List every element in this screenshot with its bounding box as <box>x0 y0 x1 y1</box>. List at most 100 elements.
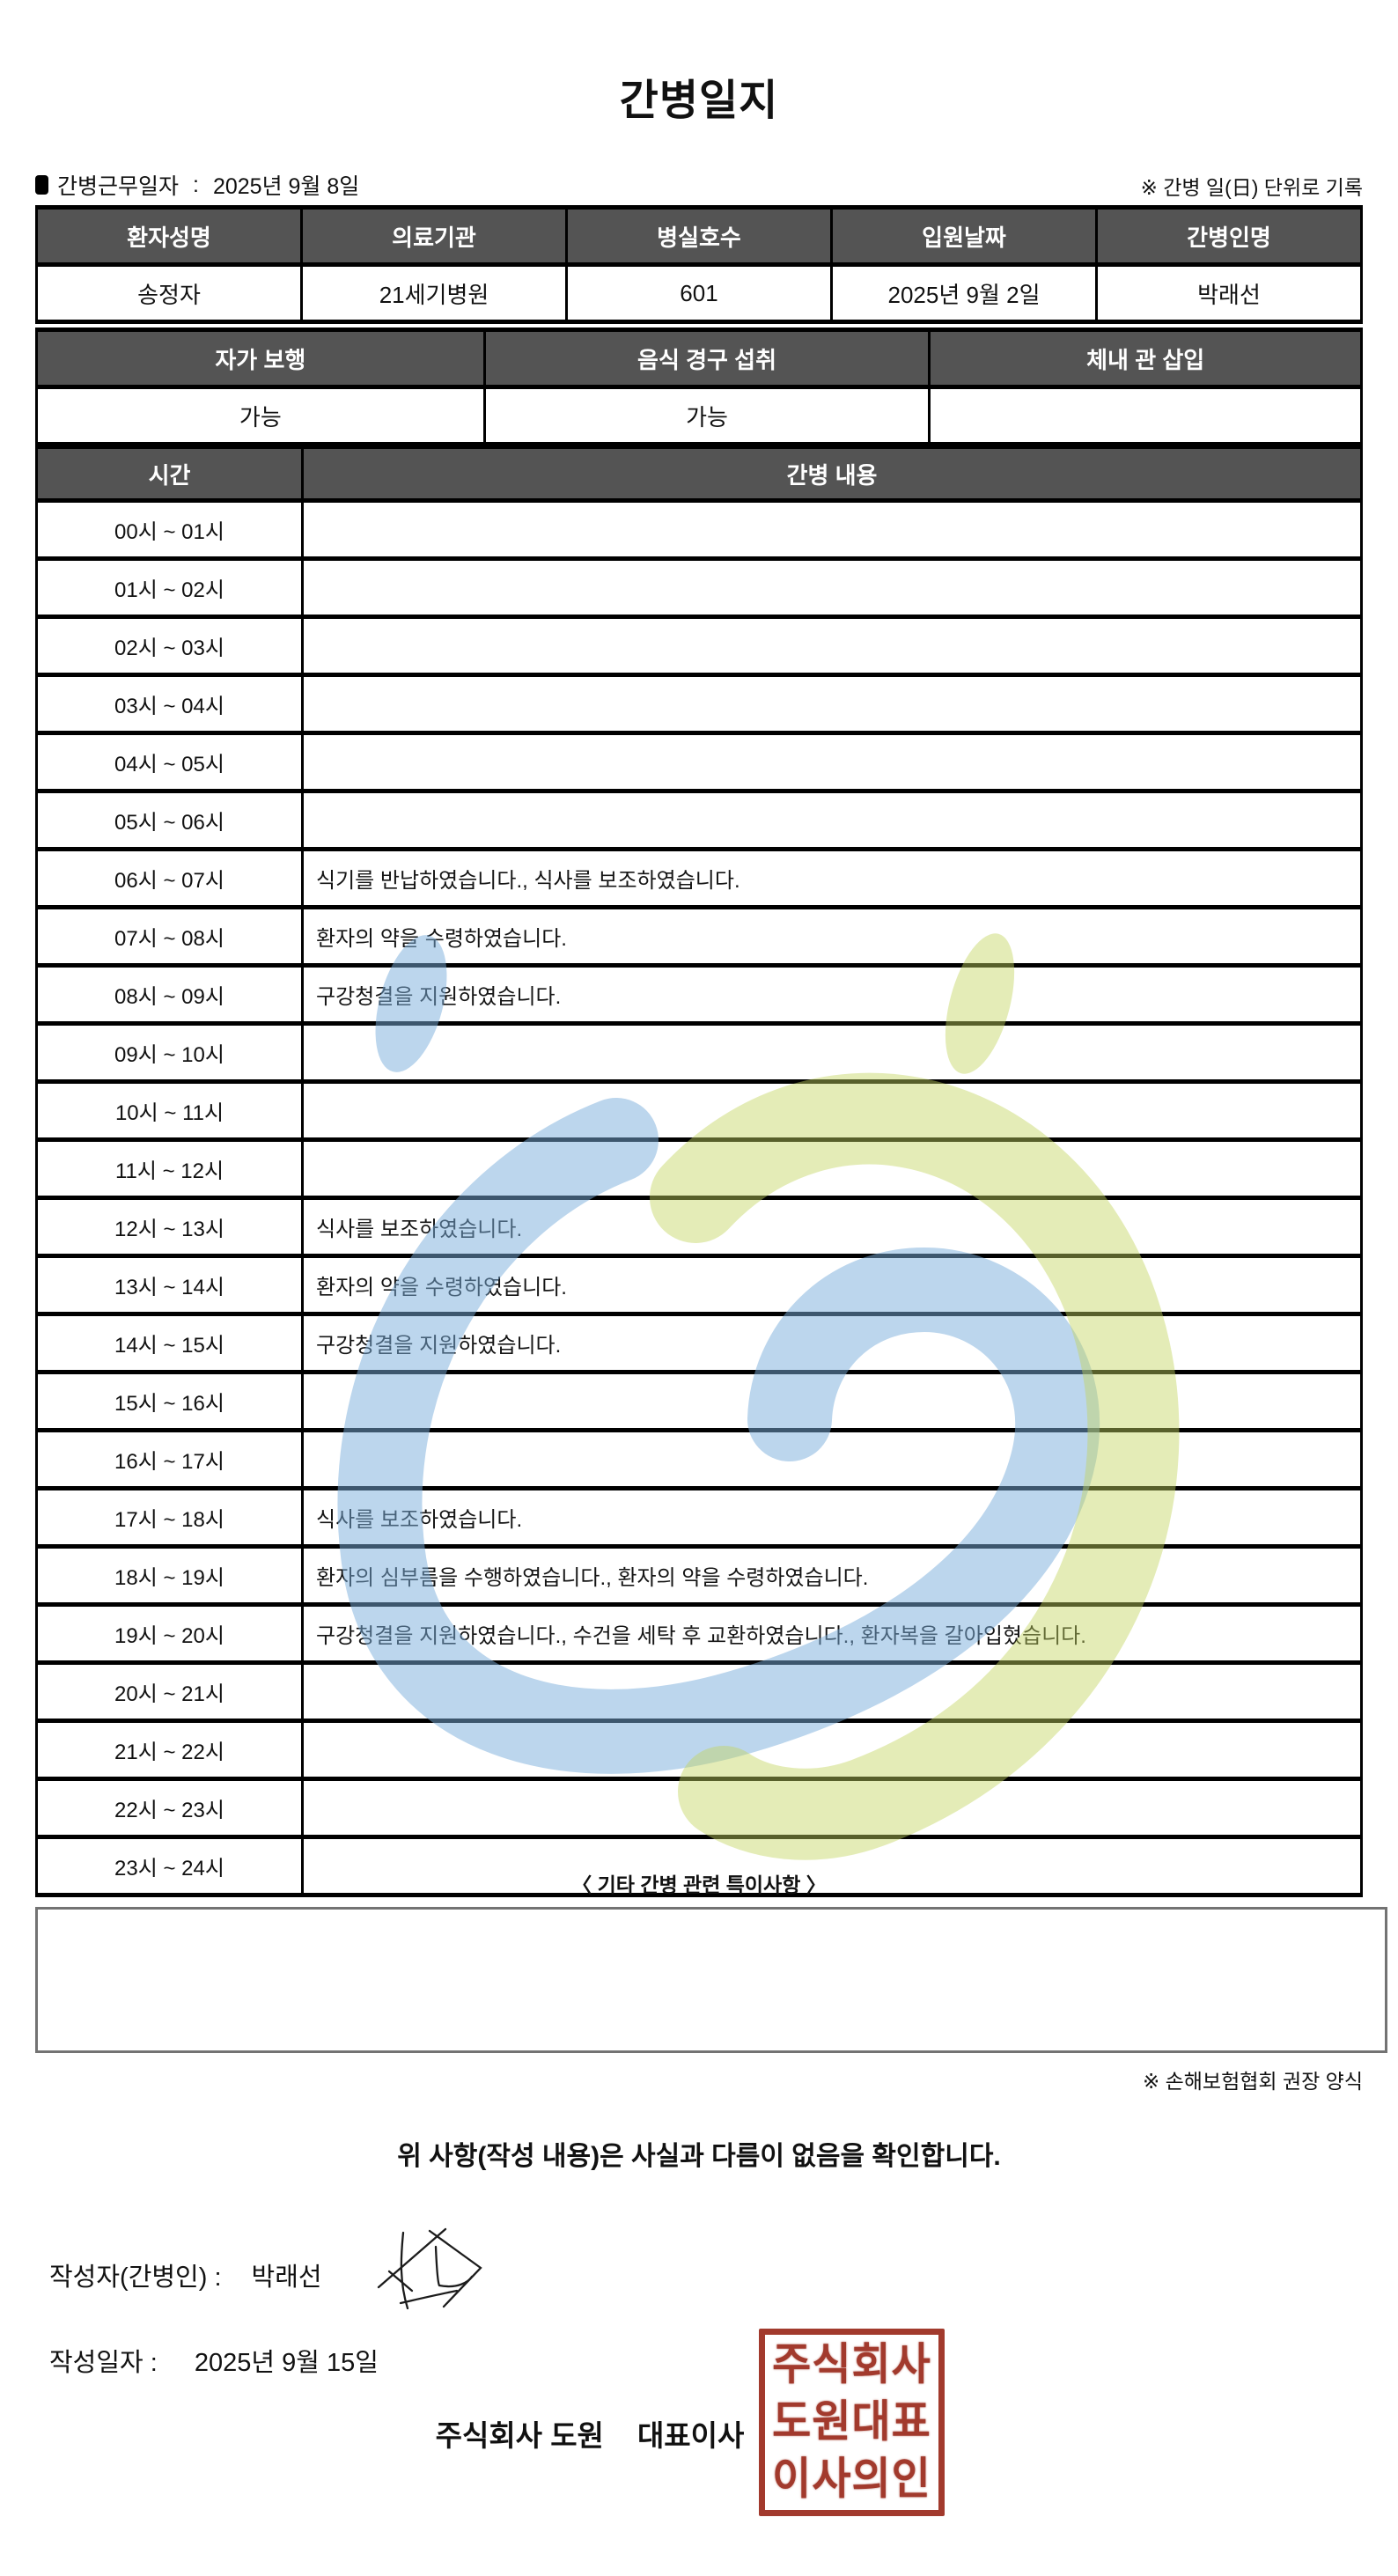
work-date-line: 간병근무일자 : 2025년 9월 8일 <box>35 169 359 201</box>
care-content <box>301 615 1363 677</box>
care-row: 00시 ~ 01시 <box>35 498 1363 561</box>
care-content: 식기를 반납하였습니다., 식사를 보조하였습니다. <box>301 847 1363 909</box>
care-time: 04시 ~ 05시 <box>35 731 304 793</box>
value-oral-intake: 가능 <box>482 385 931 446</box>
care-time: 07시 ~ 08시 <box>35 905 304 968</box>
recommended-form-note: ※ 손해보험협회 권장 양식 <box>1142 2070 1363 2093</box>
header-admission-date: 입원날짜 <box>830 205 1098 267</box>
care-content: 구강청결을 지원하였습니다. <box>301 1312 1363 1374</box>
care-row: 21시 ~ 22시 <box>35 1719 1363 1781</box>
care-row: 04시 ~ 05시 <box>35 731 1363 793</box>
care-content <box>301 498 1363 561</box>
care-row: 07시 ~ 08시 환자의 약을 수령하였습니다. <box>35 905 1363 968</box>
writer-label: 작성자(간병인) : <box>49 2263 222 2292</box>
care-time: 14시 ~ 15시 <box>35 1312 304 1374</box>
care-content <box>301 556 1363 619</box>
care-content: 구강청결을 지원하였습니다. <box>301 963 1363 1026</box>
care-content: 구강청결을 지원하였습니다., 수건을 세탁 후 교환하였습니다., 환자복을 … <box>301 1602 1363 1665</box>
stamp-line: 주식회사 <box>772 2340 931 2389</box>
care-time: 05시 ~ 06시 <box>35 789 304 851</box>
care-header-row: 시간 간병 내용 <box>35 445 1363 503</box>
value-medical-institution: 21세기병원 <box>300 262 568 324</box>
hourly-care-table: 시간 간병 내용 00시 ~ 01시 01시 ~ 02시 02시 ~ 03시 0… <box>35 445 1363 1897</box>
header-caregiver-name: 간병인명 <box>1095 205 1363 267</box>
care-row: 15시 ~ 16시 <box>35 1370 1363 1432</box>
care-row: 20시 ~ 21시 <box>35 1660 1363 1723</box>
care-row: 03시 ~ 04시 <box>35 673 1363 735</box>
care-row: 06시 ~ 07시 식기를 반납하였습니다., 식사를 보조하였습니다. <box>35 847 1363 909</box>
work-date-separator: : <box>193 172 199 197</box>
written-date-label: 작성일자 : <box>49 2349 158 2377</box>
writer-name: 박래선 <box>251 2263 322 2292</box>
care-time: 08시 ~ 09시 <box>35 963 304 1026</box>
patient-status-table: 자가 보행 음식 경구 섭취 체내 관 삽입 가능 가능 <box>35 328 1363 446</box>
care-row: 12시 ~ 13시 식사를 보조하였습니다. <box>35 1196 1363 1258</box>
meta-row: 간병근무일자 : 2025년 9월 8일 ※ 간병 일(日) 단위로 기록 <box>35 169 1363 199</box>
care-time: 02시 ~ 03시 <box>35 615 304 677</box>
status-header-row: 자가 보행 음식 경구 섭취 체내 관 삽입 <box>35 328 1363 389</box>
care-time: 19시 ~ 20시 <box>35 1602 304 1665</box>
patient-value-row: 송정자 21세기병원 601 2025년 9월 2일 박래선 <box>35 262 1363 324</box>
special-notes-box <box>35 1907 1387 2053</box>
company-ceo-line: 주식회사 도원 대표이사 <box>370 2412 810 2455</box>
header-oral-intake: 음식 경구 섭취 <box>482 328 931 389</box>
value-self-walking: 가능 <box>35 385 486 446</box>
care-content <box>301 789 1363 851</box>
care-content <box>301 1719 1363 1781</box>
care-row: 10시 ~ 11시 <box>35 1079 1363 1142</box>
header-time: 시간 <box>35 445 304 503</box>
care-row: 23시 ~ 24시 <box>35 1835 1363 1897</box>
written-date-value: 2025년 9월 15일 <box>194 2349 379 2377</box>
care-row: 11시 ~ 12시 <box>35 1137 1363 1200</box>
care-row: 18시 ~ 19시 환자의 심부름을 수행하였습니다., 환자의 약을 수령하였습… <box>35 1544 1363 1607</box>
care-time: 13시 ~ 14시 <box>35 1254 304 1316</box>
care-content: 환자의 심부름을 수행하였습니다., 환자의 약을 수령하였습니다. <box>301 1544 1363 1607</box>
care-content: 환자의 약을 수령하였습니다. <box>301 1254 1363 1316</box>
square-bullet-icon <box>35 175 48 195</box>
care-row: 14시 ~ 15시 구강청결을 지원하였습니다. <box>35 1312 1363 1374</box>
care-time: 16시 ~ 17시 <box>35 1428 304 1490</box>
header-medical-institution: 의료기관 <box>300 205 568 267</box>
care-time: 10시 ~ 11시 <box>35 1079 304 1142</box>
care-row: 19시 ~ 20시 구강청결을 지원하였습니다., 수건을 세탁 후 교환하였습니… <box>35 1602 1363 1665</box>
care-time: 20시 ~ 21시 <box>35 1660 304 1723</box>
care-time: 18시 ~ 19시 <box>35 1544 304 1607</box>
care-time: 01시 ~ 02시 <box>35 556 304 619</box>
care-row: 13시 ~ 14시 환자의 약을 수령하였습니다. <box>35 1254 1363 1316</box>
signature-scribble <box>377 2227 482 2310</box>
care-time: 03시 ~ 04시 <box>35 673 304 735</box>
care-time: 12시 ~ 13시 <box>35 1196 304 1258</box>
care-time: 22시 ~ 23시 <box>35 1777 304 1839</box>
header-tube-insertion: 체내 관 삽입 <box>928 328 1363 389</box>
care-content: 식사를 보조하였습니다. <box>301 1486 1363 1549</box>
work-date-label: 간병근무일자 <box>57 174 180 199</box>
writer-line: 작성자(간병인) : 박래선 <box>49 2256 322 2293</box>
stamp-line: 이사의인 <box>772 2455 931 2504</box>
care-content <box>301 1079 1363 1142</box>
care-content <box>301 1021 1363 1084</box>
stamp-line: 도원대표 <box>772 2397 931 2447</box>
header-self-walking: 자가 보행 <box>35 328 486 389</box>
care-time: 11시 ~ 12시 <box>35 1137 304 1200</box>
care-row: 17시 ~ 18시 식사를 보조하였습니다. <box>35 1486 1363 1549</box>
confirmation-statement: 위 사항(작성 내용)은 사실과 다름이 없음을 확인합니다. <box>397 2142 1001 2171</box>
care-time: 06시 ~ 07시 <box>35 847 304 909</box>
page-title: 간병일지 <box>619 77 779 124</box>
care-content <box>301 1137 1363 1200</box>
care-time: 15시 ~ 16시 <box>35 1370 304 1432</box>
care-time: 00시 ~ 01시 <box>35 498 304 561</box>
work-date-value: 2025년 9월 8일 <box>212 174 360 199</box>
header-patient-name: 환자성명 <box>35 205 303 267</box>
care-time: 09시 ~ 10시 <box>35 1021 304 1084</box>
care-time: 21시 ~ 22시 <box>35 1719 304 1781</box>
care-time: 23시 ~ 24시 <box>35 1835 304 1897</box>
value-caregiver-name: 박래선 <box>1095 262 1363 324</box>
value-patient-name: 송정자 <box>35 262 303 324</box>
care-content <box>301 1660 1363 1723</box>
status-value-row: 가능 가능 <box>35 385 1363 446</box>
care-content <box>301 1777 1363 1839</box>
value-admission-date: 2025년 9월 2일 <box>830 262 1098 324</box>
care-row: 08시 ~ 09시 구강청결을 지원하였습니다. <box>35 963 1363 1026</box>
care-row: 22시 ~ 23시 <box>35 1777 1363 1839</box>
